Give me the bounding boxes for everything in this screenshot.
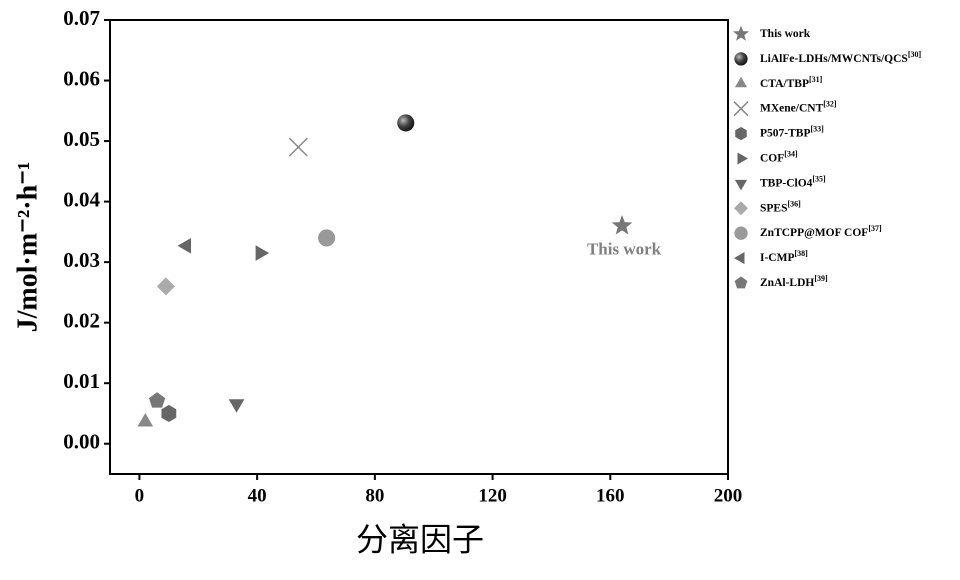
legend-marker	[733, 101, 749, 117]
legend-marker	[734, 276, 748, 289]
legend-ref: [30]	[908, 50, 922, 59]
legend-label: TBP-ClO4[35]	[760, 174, 826, 189]
marker	[318, 229, 336, 247]
x-tick-label: 160	[596, 485, 625, 506]
legend-label: SPES[36]	[760, 199, 801, 214]
legend-name: MXene/CNT	[760, 102, 824, 114]
legend-ref: [34]	[784, 149, 798, 158]
legend-marker	[734, 201, 748, 216]
plot-frame	[109, 19, 729, 475]
legend-ref: [39]	[814, 274, 828, 283]
y-axis-label: J/mol·m⁻²·h⁻¹	[12, 162, 43, 333]
legend-ref: [38]	[795, 249, 809, 258]
marker	[397, 114, 415, 132]
legend-marker	[733, 25, 749, 41]
y-tick-label: 0.05	[63, 127, 100, 151]
legend-name: CTA/TBP	[760, 77, 809, 89]
legend-label: ZnAl-LDH[39]	[760, 274, 828, 289]
legend-label: COF[34]	[760, 149, 798, 164]
legend-label: CTA/TBP[31]	[760, 75, 823, 90]
marker	[288, 137, 308, 157]
annotation: This work	[587, 240, 662, 259]
legend-marker	[734, 76, 748, 88]
legend-ref: [35]	[812, 174, 826, 183]
legend-ref: [33]	[810, 124, 824, 133]
legend-name: LiAlFe-LDHs/MWCNTs/QCS	[760, 53, 908, 65]
legend-label: LiAlFe-LDHs/MWCNTs/QCS[30]	[760, 50, 921, 65]
x-tick-label: 40	[248, 485, 267, 506]
x-tick-label: 0	[135, 485, 145, 506]
legend-ref: [37]	[868, 224, 882, 233]
x-tick-label: 200	[714, 485, 743, 506]
legend-marker	[734, 252, 745, 265]
legend-name: P507-TBP	[760, 127, 810, 139]
legend-name: ZnAl-LDH	[760, 277, 814, 289]
marker	[177, 237, 192, 254]
legend-ref: [36]	[788, 199, 802, 208]
marker	[255, 245, 270, 261]
legend-marker	[734, 52, 748, 66]
legend-marker	[734, 179, 748, 191]
legend-name: This work	[760, 28, 811, 40]
marker	[156, 277, 175, 296]
marker	[228, 399, 245, 413]
x-tick-label: 120	[478, 485, 507, 506]
legend-marker	[737, 152, 748, 165]
x-tick-label: 80	[365, 485, 384, 506]
legend-ref: [31]	[809, 75, 823, 84]
y-tick-label: 0.00	[63, 430, 100, 454]
y-tick-label: 0.04	[63, 187, 100, 211]
legend-label: ZnTCPP@MOF COF[37]	[760, 224, 882, 239]
legend-label: P507-TBP[33]	[760, 124, 824, 139]
marker	[161, 404, 177, 423]
legend-marker	[734, 226, 748, 240]
legend-marker	[735, 126, 747, 141]
legend-label: This work	[760, 28, 811, 40]
legend-name: I-CMP	[760, 252, 795, 264]
y-tick-label: 0.01	[63, 369, 100, 393]
legend-label: MXene/CNT[32]	[760, 100, 837, 115]
marker	[611, 215, 633, 235]
y-tick-label: 0.07	[63, 6, 100, 30]
legend-name: SPES	[760, 202, 788, 214]
legend-label: I-CMP[38]	[760, 249, 808, 264]
marker	[137, 412, 154, 427]
legend-name: ZnTCPP@MOF COF	[760, 227, 868, 239]
y-tick-label: 0.06	[63, 66, 100, 90]
x-axis-label: 分离因子	[356, 521, 484, 557]
y-tick-label: 0.02	[63, 308, 100, 332]
legend-name: TBP-ClO4	[760, 177, 813, 189]
y-tick-label: 0.03	[63, 248, 100, 272]
legend-ref: [32]	[823, 100, 837, 109]
legend-name: COF	[760, 152, 784, 164]
marker	[148, 392, 166, 408]
